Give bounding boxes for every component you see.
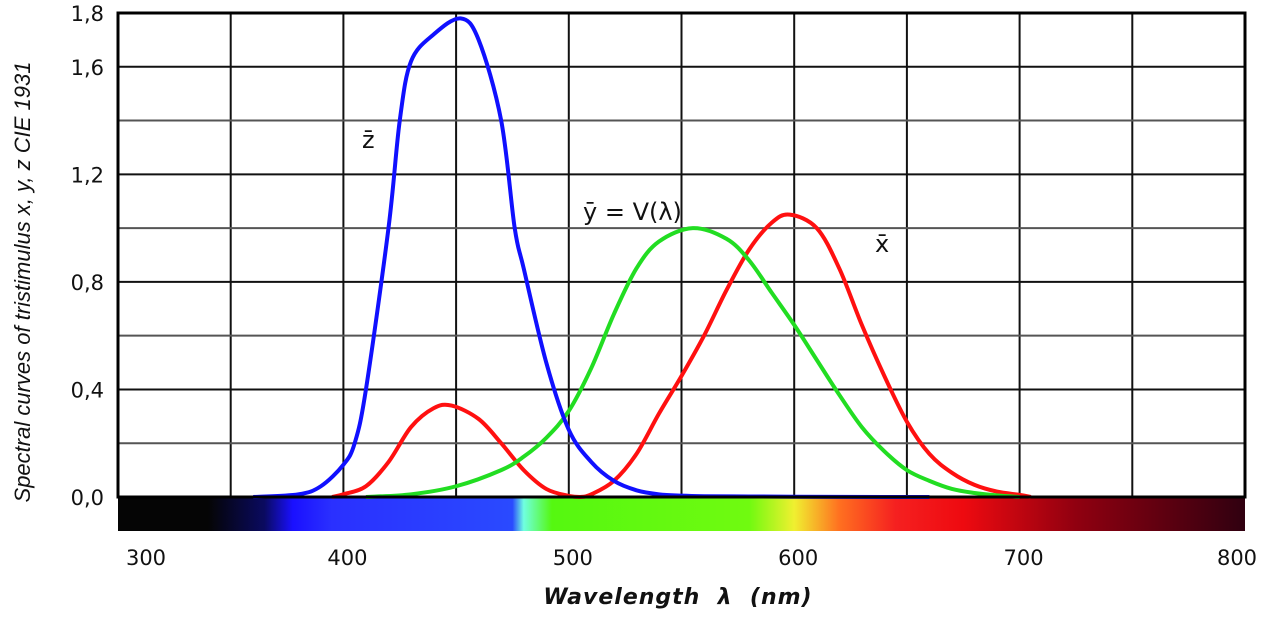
y-tick-label: 0,8 <box>71 271 104 295</box>
x-axis-title: Wavelength λ (nm) <box>543 585 812 610</box>
y-tick-label: 0,0 <box>71 486 104 510</box>
x-bar-label: x̄ <box>875 230 889 258</box>
series-line-z-bar <box>253 16 930 500</box>
y-tick-label: 0,4 <box>71 378 104 402</box>
x-tick-labels: 300 400 500 600 700 800 <box>126 546 1257 570</box>
spectrum-bar <box>118 497 1245 531</box>
y-tick-label: 1,2 <box>71 163 104 187</box>
grid <box>118 13 1245 497</box>
series-line-x-bar <box>331 212 1032 499</box>
y-axis-title: Spectral curves of tristimulus x, y, z C… <box>10 62 35 503</box>
z-bar-label: z̄ <box>362 126 375 154</box>
y-bar-label: ȳ = V(λ) <box>583 198 682 226</box>
y-tick-label: 1,8 <box>71 2 104 26</box>
y-tick-labels: 0,0 0,4 0,8 1,2 1,6 1,8 <box>71 2 104 510</box>
plot-frame <box>116 11 1247 499</box>
y-tick-label: 1,6 <box>71 56 104 80</box>
x-tick-label: 400 <box>327 546 367 570</box>
x-tick-label: 800 <box>1217 546 1257 570</box>
curves <box>253 16 1032 500</box>
x-tick-label: 500 <box>553 546 593 570</box>
series-line-y-bar <box>365 226 1020 499</box>
x-tick-label: 700 <box>1004 546 1044 570</box>
x-tick-label: 300 <box>126 546 166 570</box>
x-tick-label: 600 <box>778 546 818 570</box>
